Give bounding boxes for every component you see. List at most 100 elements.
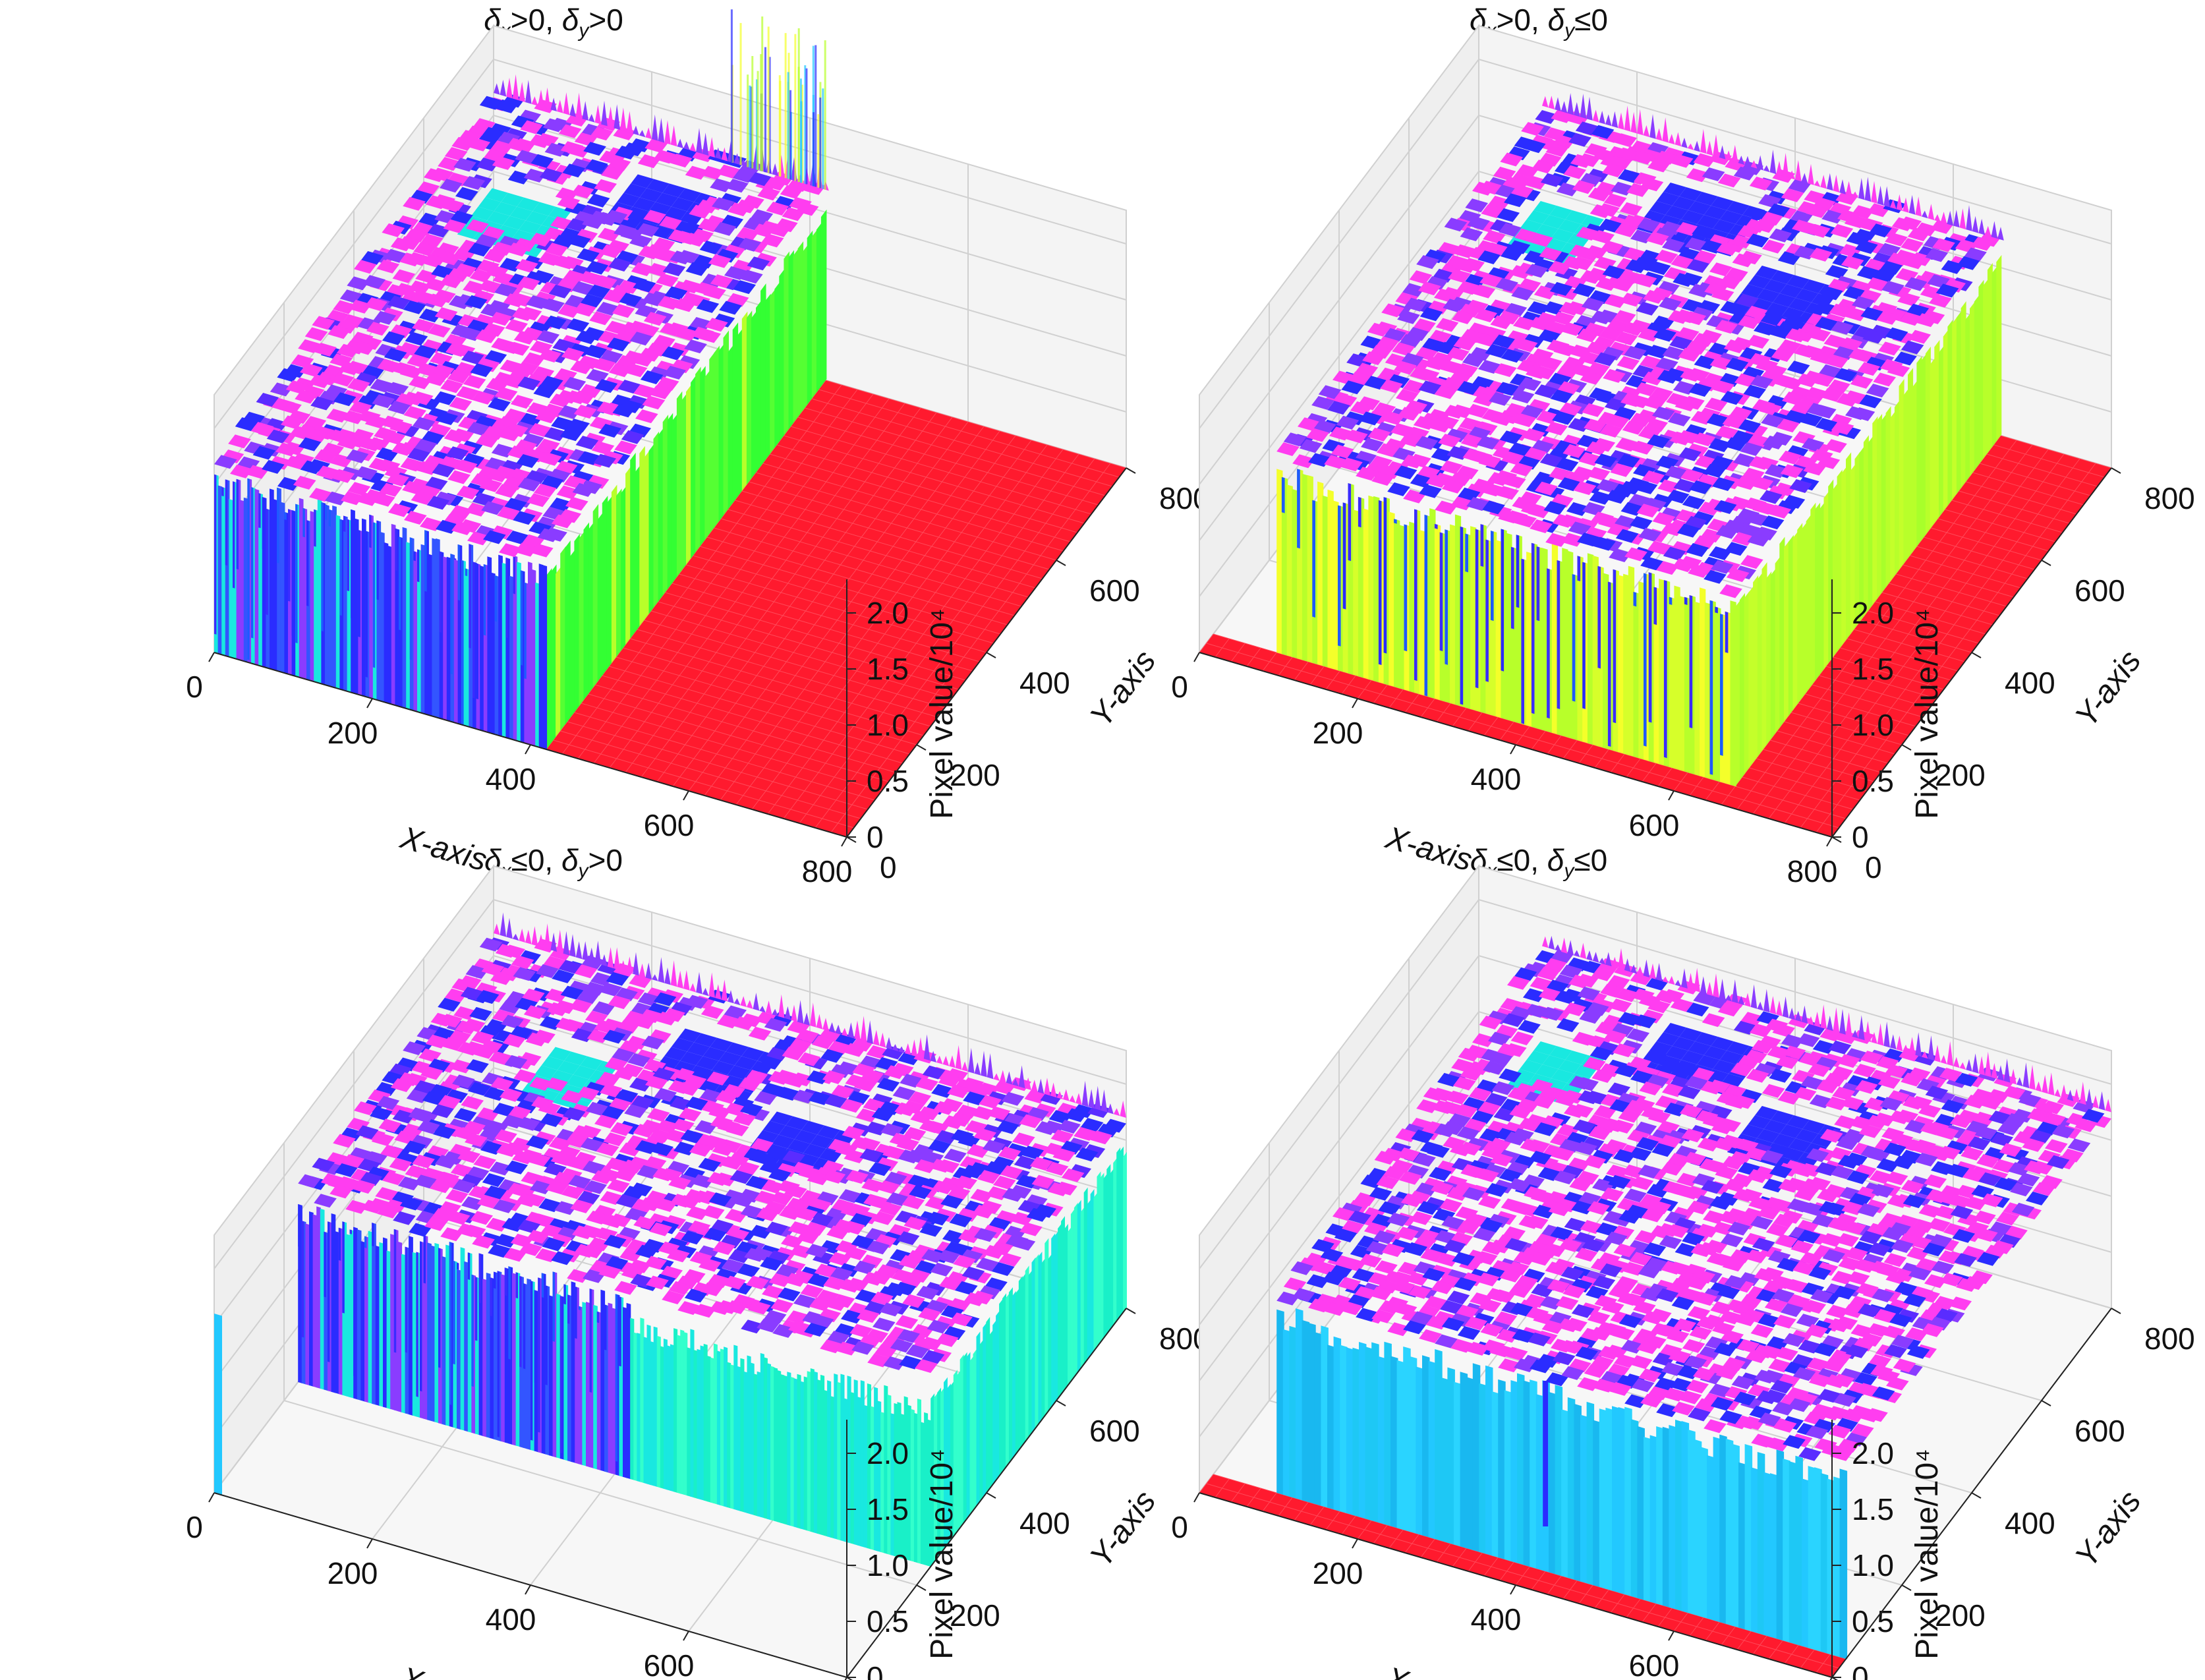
surface-cell — [503, 1033, 526, 1048]
wall-streak — [619, 1296, 621, 1367]
x-tick-mark — [525, 744, 531, 755]
surface-cell — [1634, 274, 1657, 288]
surface-cell — [642, 395, 666, 410]
side-strip — [1788, 535, 1794, 716]
surface-cell — [631, 353, 654, 367]
wall-strip — [780, 1374, 785, 1524]
surface-spike — [626, 956, 633, 974]
wall-streak — [1557, 560, 1561, 709]
surface-cell — [503, 293, 527, 308]
wall-strip — [1466, 1377, 1474, 1551]
surface-spike — [1044, 1078, 1050, 1096]
surface-cell — [523, 1005, 547, 1020]
side-strip — [630, 452, 636, 639]
surface-cell — [656, 273, 679, 287]
surface-cell — [745, 1175, 768, 1190]
surface-cell — [362, 275, 386, 289]
wall-strip — [1694, 601, 1701, 776]
surface-cell — [797, 1052, 821, 1066]
side-strip — [686, 384, 692, 565]
side-strip — [672, 413, 678, 583]
surface-cell — [1845, 406, 1868, 420]
surface-cell — [509, 206, 533, 221]
surface-cell — [639, 188, 663, 202]
surface-spike — [670, 125, 677, 147]
wall-streak — [541, 1273, 544, 1298]
surface-cell — [1745, 511, 1769, 526]
surface-cell — [1957, 256, 1980, 270]
surface-cell — [355, 466, 378, 480]
wall-streak — [439, 551, 442, 633]
surface-cell — [598, 1265, 621, 1279]
surface-cell — [602, 1214, 625, 1229]
surface-cell — [664, 1047, 687, 1061]
wall-strip — [436, 538, 440, 718]
surface-cell — [420, 1066, 444, 1080]
surface-spike — [1056, 1091, 1063, 1099]
wall-strip — [528, 562, 532, 745]
surface-cell — [467, 422, 490, 436]
wall-strip — [1751, 1467, 1759, 1634]
surface-cell — [352, 1180, 376, 1194]
side-strip — [1123, 1151, 1127, 1313]
mesh-line — [784, 435, 1085, 524]
wall-strip — [793, 1378, 798, 1528]
wall-strip — [1526, 552, 1533, 728]
wall-strip — [567, 1294, 572, 1463]
surface-spike — [702, 987, 709, 997]
surface-cell — [667, 1248, 690, 1263]
surface-cell — [845, 1170, 869, 1184]
surface-cell — [1680, 368, 1703, 382]
wall-streak — [1501, 529, 1504, 672]
side-strip — [1806, 514, 1812, 693]
surface-cell — [1866, 1115, 1889, 1129]
mesh-line — [762, 463, 1064, 552]
wall-streak — [520, 570, 523, 666]
y-axis-label: Y-axis — [2069, 644, 2148, 734]
surface-cell — [950, 1312, 973, 1327]
surface-cell — [768, 1168, 791, 1182]
surface-cell — [1367, 322, 1390, 337]
surface-cell — [1599, 327, 1622, 341]
surface-cell — [392, 1109, 416, 1124]
x-tick-label: 400 — [486, 762, 536, 796]
surface-cell — [530, 154, 554, 168]
y-axis-line — [846, 1308, 1127, 1678]
surface-cell — [1999, 1143, 2022, 1157]
surface-cell — [1964, 1196, 1988, 1211]
surface-cell — [653, 992, 677, 1006]
surface-cell — [1688, 1041, 1711, 1055]
surface-cell — [713, 221, 737, 236]
wall-strip — [332, 506, 337, 689]
surface-cell — [1558, 1060, 1582, 1074]
wall-streak — [395, 528, 397, 571]
wall-strip — [1394, 519, 1400, 689]
surface-cell — [403, 405, 426, 420]
surface-cell — [563, 376, 587, 391]
surface-cell — [646, 1275, 669, 1290]
wall-strip — [360, 1241, 366, 1402]
surface-cell — [1510, 462, 1533, 477]
surface-cell — [1711, 1037, 1734, 1051]
surface-cell — [1283, 432, 1307, 447]
surface-cell — [1781, 1034, 1804, 1049]
side-strip — [1757, 572, 1763, 757]
surface-cell — [1924, 1174, 1947, 1188]
surface-spike — [1031, 1080, 1038, 1092]
wall-streak — [1720, 614, 1723, 756]
surface-cell — [944, 1148, 967, 1163]
surface-cell — [807, 1171, 830, 1186]
wall-strip — [1592, 555, 1599, 747]
surface-cell — [566, 1074, 589, 1089]
surface-cell — [820, 1049, 844, 1063]
surface-cell — [1472, 181, 1495, 196]
surface-cell — [698, 1157, 721, 1172]
wall-streak — [1434, 523, 1438, 529]
wall-streak — [301, 1221, 304, 1338]
surface-cell — [1736, 293, 1759, 308]
wall-strip — [1296, 1308, 1303, 1501]
side-strip — [1035, 1254, 1039, 1429]
surface-cell — [614, 1281, 637, 1295]
surface-cell — [664, 1129, 688, 1144]
surface-cell — [1080, 1118, 1104, 1132]
